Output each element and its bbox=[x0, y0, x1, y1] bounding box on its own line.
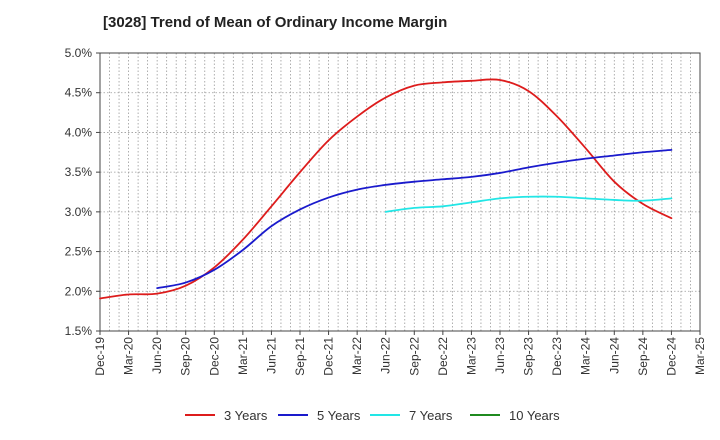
chart-title: [3028] Trend of Mean of Ordinary Income … bbox=[103, 14, 448, 31]
x-tick-label: Mar-25 bbox=[693, 337, 707, 375]
plot-frame bbox=[99, 52, 701, 332]
x-tick-label: Mar-21 bbox=[236, 337, 250, 375]
x-tick-label: Mar-23 bbox=[464, 337, 478, 375]
x-tick-label: Mar-24 bbox=[579, 337, 593, 375]
x-tick-label: Dec-23 bbox=[550, 337, 564, 376]
x-tick-label: Dec-20 bbox=[207, 337, 221, 376]
legend-label-5-years: 5 Years bbox=[317, 408, 361, 423]
y-tick-label: 2.5% bbox=[65, 245, 93, 259]
axes: 1.5% 2.0% 2.5% 3.0% 3.5% 4.0% 4.5% 5.0% Dec-19 Ma… bbox=[65, 46, 707, 376]
series-line-7-years bbox=[384, 195, 673, 213]
x-tick-label: Dec-22 bbox=[436, 337, 450, 376]
x-tick-label: Sep-23 bbox=[522, 337, 536, 376]
y-tick-label: 3.5% bbox=[65, 165, 93, 179]
y-tick-label: 2.0% bbox=[65, 284, 93, 298]
legend-label-7-years: 7 Years bbox=[409, 408, 453, 423]
grid bbox=[99, 52, 701, 332]
x-tick-label: Jun-22 bbox=[379, 337, 393, 374]
x-tick-label: Mar-20 bbox=[122, 337, 136, 375]
x-tick-label: Sep-21 bbox=[293, 337, 307, 376]
x-tick-label: Sep-24 bbox=[636, 337, 650, 376]
x-tick-label: Jun-24 bbox=[607, 337, 621, 374]
series bbox=[99, 78, 673, 300]
x-tick-label: Dec-21 bbox=[322, 337, 336, 376]
y-tick-label: 4.0% bbox=[65, 125, 93, 139]
x-tick-label: Sep-22 bbox=[407, 337, 421, 376]
y-tick-label: 5.0% bbox=[65, 46, 93, 60]
y-tick-label: 1.5% bbox=[65, 324, 93, 338]
y-tick-label: 3.0% bbox=[65, 205, 93, 219]
series-line-3-years bbox=[99, 78, 673, 300]
legend: 3 Years 5 Years 7 Years 10 Years bbox=[185, 408, 560, 423]
x-tick-label: Dec-19 bbox=[93, 337, 107, 376]
x-tick-label: Jun-20 bbox=[150, 337, 164, 374]
legend-label-10-years: 10 Years bbox=[509, 408, 560, 423]
x-tick-label: Sep-20 bbox=[179, 337, 193, 376]
legend-label-3-years: 3 Years bbox=[224, 408, 268, 423]
y-tick-label: 4.5% bbox=[65, 86, 93, 100]
x-tick-label: Mar-22 bbox=[350, 337, 364, 375]
x-tick-label: Jun-21 bbox=[264, 337, 278, 374]
x-tick-label: Jun-23 bbox=[493, 337, 507, 374]
x-tick-label: Dec-24 bbox=[664, 337, 678, 376]
series-line-5-years bbox=[156, 149, 673, 290]
